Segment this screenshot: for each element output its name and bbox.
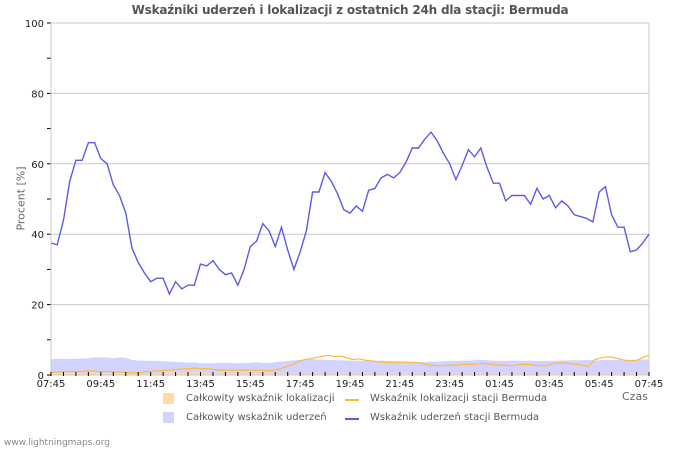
y-tick-label: 20	[31, 301, 44, 312]
y-tick-label: 0	[38, 371, 44, 382]
x-tick-label: 11:45	[136, 379, 165, 390]
y-tick-label: 100	[25, 19, 44, 30]
x-tick-label: 23:45	[435, 379, 464, 390]
x-tick-label: 17:45	[286, 379, 315, 390]
x-tick-label: 07:45	[37, 379, 66, 390]
x-axis-label: Czas	[622, 390, 648, 403]
y-tick-label: 40	[31, 230, 44, 241]
x-tick-label: 15:45	[236, 379, 265, 390]
chart-title: Wskaźniki uderzeń i lokalizacji z ostatn…	[131, 3, 569, 17]
axes: 0 20 40 60 80 100 07:45 09:45 11:45 13:45 15:45 17:…	[25, 19, 664, 390]
x-tick-label: 05:45	[585, 379, 614, 390]
legend-item-total-locations: Całkowity wskaźnik lokalizacji	[186, 393, 335, 404]
legend-item-station-locations: Wskaźnik lokalizacji stacji Bermuda	[370, 393, 547, 404]
x-tick-label: 09:45	[86, 379, 115, 390]
area-total-strikes	[51, 357, 649, 375]
x-tick-label: 21:45	[385, 379, 414, 390]
legend-line-station-locations	[345, 399, 359, 401]
legend-swatch-total-strikes	[163, 412, 174, 423]
line-series	[50, 130, 650, 374]
legend-swatch-total-locations	[163, 393, 174, 404]
x-tick-label: 19:45	[336, 379, 365, 390]
line-station-strikes	[50, 130, 650, 296]
legend-item-total-strikes: Całkowity wskaźnik uderzeń	[186, 412, 327, 423]
grid-lines	[51, 22, 650, 375]
y-tick-label: 60	[31, 160, 44, 171]
x-tick-label: 01:45	[485, 379, 514, 390]
legend-line-station-strikes	[345, 418, 359, 420]
x-tick-label: 07:45	[635, 379, 664, 390]
line-station-locations	[51, 354, 650, 374]
x-tick-label: 03:45	[535, 379, 564, 390]
footer-site-link[interactable]: www.lightningmaps.org	[4, 438, 110, 448]
y-tick-label: 80	[31, 89, 44, 100]
x-tick-label: 13:45	[186, 379, 215, 390]
legend-item-station-strikes: Wskaźnik uderzeń stacji Bermuda	[370, 412, 540, 423]
